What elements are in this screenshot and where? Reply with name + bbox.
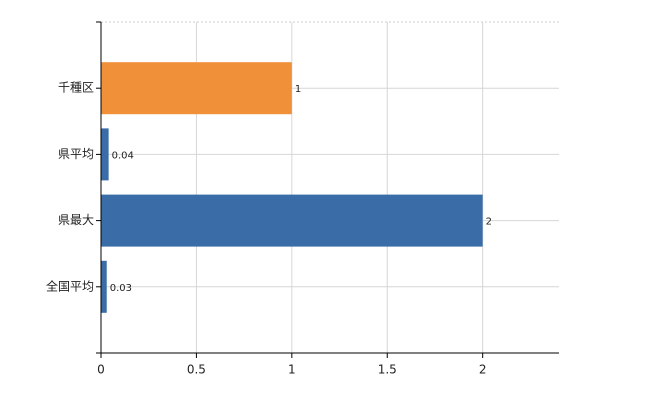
- value-label: 2: [486, 217, 492, 228]
- bar: [101, 128, 109, 181]
- y-tick-label: 県平均: [58, 147, 94, 161]
- value-label: 0.04: [112, 150, 134, 161]
- value-label: 0.03: [110, 283, 132, 294]
- x-tick-label: 0: [97, 363, 105, 377]
- value-label: 1: [295, 84, 301, 95]
- bar: [101, 62, 292, 115]
- y-tick-label: 千種区: [58, 81, 94, 95]
- x-tick-label: 0.5: [187, 363, 206, 377]
- x-tick-label: 2: [479, 363, 487, 377]
- y-tick-label: 県最大: [58, 213, 94, 227]
- bar: [101, 194, 483, 247]
- bar: [101, 260, 107, 313]
- y-tick-label: 全国平均: [46, 278, 94, 293]
- x-tick-label: 1: [288, 363, 296, 377]
- x-tick-label: 1.5: [378, 363, 397, 377]
